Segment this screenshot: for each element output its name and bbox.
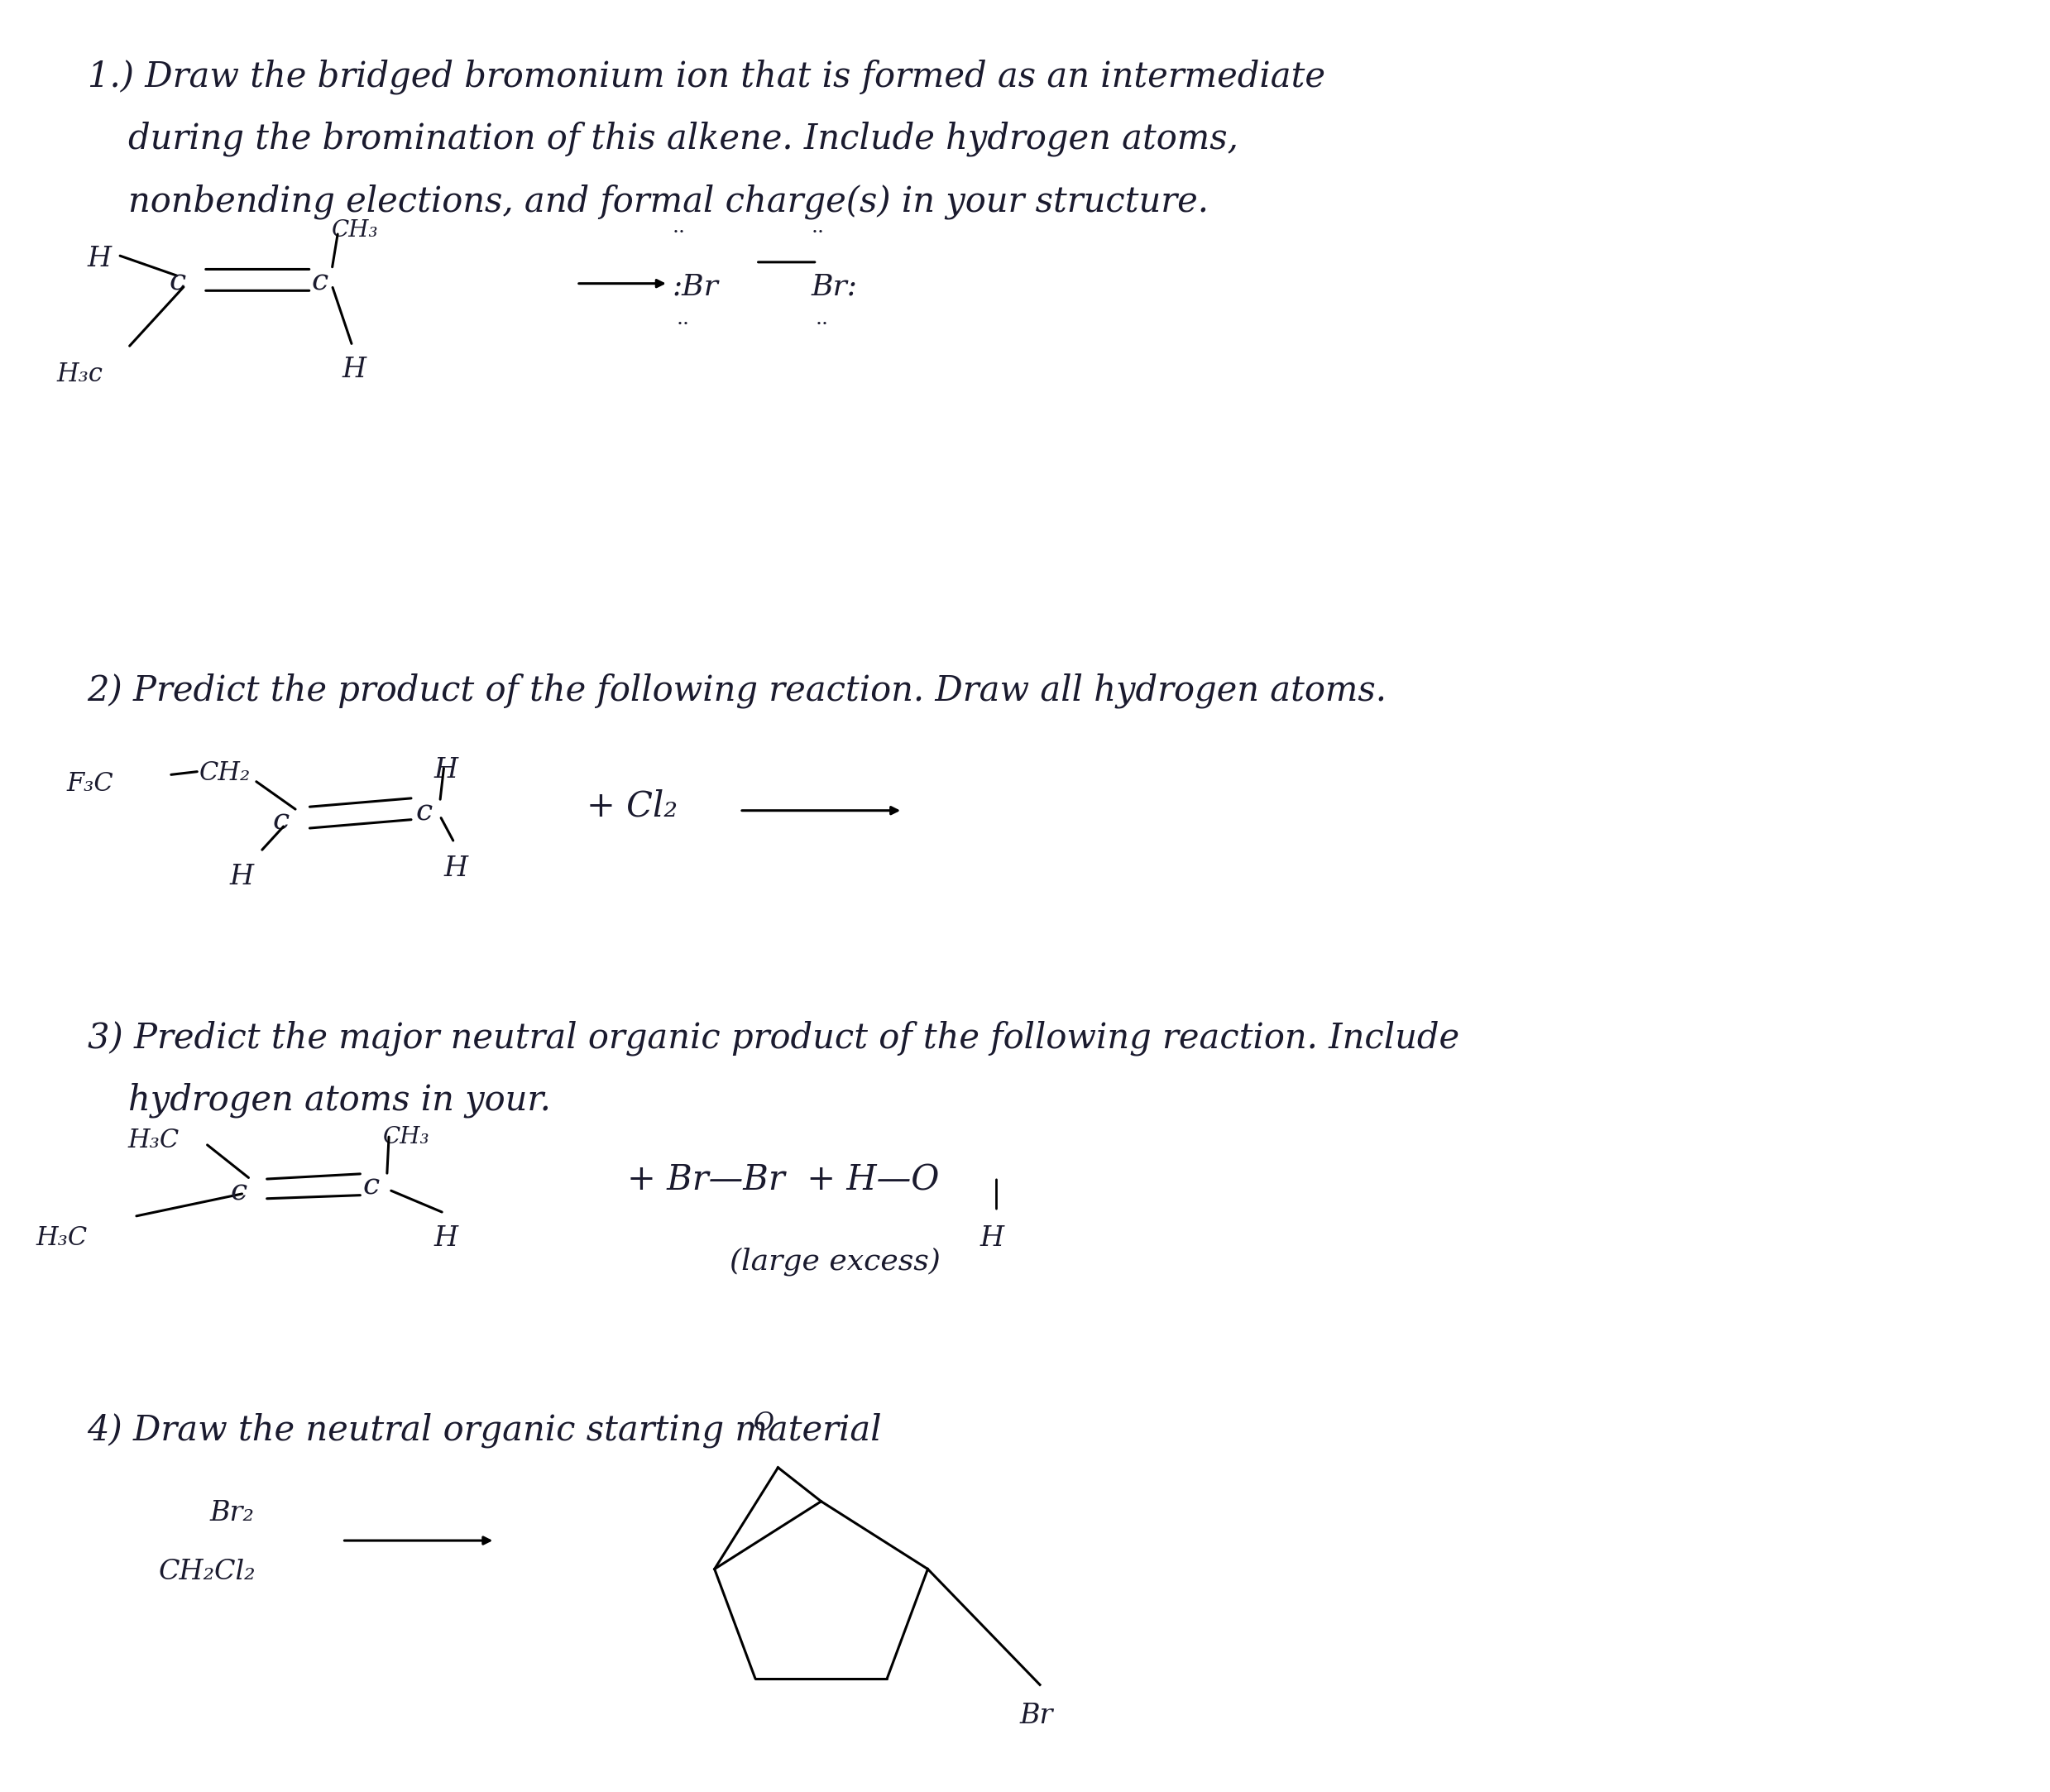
Text: during the bromination of this alkene. Include hydrogen atoms,: during the bromination of this alkene. I… xyxy=(127,122,1238,156)
Text: H₃C: H₃C xyxy=(127,1127,180,1152)
Text: H: H xyxy=(435,758,457,783)
Text: ··: ·· xyxy=(816,315,828,335)
Text: nonbending elections, and formal charge(s) in your structure.: nonbending elections, and formal charge(… xyxy=(127,185,1210,219)
Text: c: c xyxy=(230,1177,246,1206)
Text: CH₂: CH₂ xyxy=(199,760,250,787)
Text: c: c xyxy=(363,1172,379,1201)
Text: Br:: Br: xyxy=(812,272,857,301)
Text: c: c xyxy=(416,797,433,826)
Text: :Br: :Br xyxy=(672,272,720,301)
Text: ··: ·· xyxy=(812,222,824,242)
Text: c: c xyxy=(312,267,328,296)
Text: H₃C: H₃C xyxy=(37,1226,88,1251)
Text: H: H xyxy=(342,357,367,383)
Text: H: H xyxy=(445,855,467,882)
Text: CH₃: CH₃ xyxy=(332,219,379,242)
Text: 1.) Draw the bridged bromonium ion that is formed as an intermediate: 1.) Draw the bridged bromonium ion that … xyxy=(88,59,1324,95)
Text: CH₃: CH₃ xyxy=(383,1125,430,1149)
Text: ··: ·· xyxy=(672,222,685,242)
Text: 3) Predict the major neutral organic product of the following reaction. Include: 3) Predict the major neutral organic pro… xyxy=(88,1021,1460,1055)
Text: (large excess): (large excess) xyxy=(730,1247,941,1276)
Text: H: H xyxy=(230,864,254,891)
Text: H: H xyxy=(88,246,111,272)
Text: + Cl₂: + Cl₂ xyxy=(586,788,679,824)
Text: Br₂: Br₂ xyxy=(209,1500,254,1527)
Text: H: H xyxy=(435,1226,457,1253)
Text: CH₂Cl₂: CH₂Cl₂ xyxy=(158,1559,256,1584)
Text: ··: ·· xyxy=(676,315,689,335)
Text: 2) Predict the product of the following reaction. Draw all hydrogen atoms.: 2) Predict the product of the following … xyxy=(88,674,1388,708)
Text: + Br—Br  + H—O: + Br—Br + H—O xyxy=(627,1163,939,1197)
Text: H₃c: H₃c xyxy=(57,362,102,387)
Text: 4) Draw the neutral organic starting material: 4) Draw the neutral organic starting mat… xyxy=(88,1412,881,1448)
Text: F₃C: F₃C xyxy=(68,771,115,797)
Text: c: c xyxy=(168,267,187,296)
Text: H: H xyxy=(980,1226,1004,1253)
Text: hydrogen atoms in your.: hydrogen atoms in your. xyxy=(127,1082,551,1118)
Text: c: c xyxy=(273,806,289,835)
Text: Br: Br xyxy=(1019,1702,1054,1729)
Text: O: O xyxy=(754,1410,775,1435)
